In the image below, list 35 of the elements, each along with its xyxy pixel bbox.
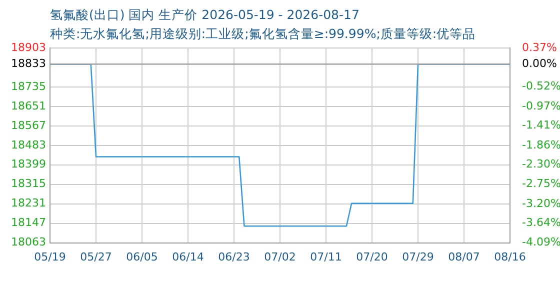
y-tick-label: 18231 — [11, 196, 46, 210]
y-tick-label: 18903 — [11, 40, 46, 54]
y2-tick-label: -2.75% — [522, 177, 560, 190]
x-tick-label: 06/14 — [172, 250, 204, 264]
y-tick-label: 18567 — [11, 118, 46, 132]
x-tick-label: 07/11 — [310, 250, 342, 264]
y2-tick-label: -0.97% — [522, 99, 560, 112]
y2-tick-label: -2.30% — [522, 157, 560, 170]
x-tick-label: 06/05 — [126, 250, 158, 264]
y2-tick-label: -3.64% — [522, 216, 560, 230]
y2-tick-label: -0.52% — [522, 80, 560, 93]
y-tick-label: 18063 — [11, 236, 46, 249]
chart-subtitle: 种类:无水氟化氢;用途级别:工业级;氟化氢含量≥:99.99%;质量等级:优等品 — [50, 26, 476, 43]
x-tick-label: 07/20 — [356, 250, 388, 264]
y-tick-label: 18651 — [11, 99, 46, 112]
y-tick-label: 18399 — [11, 158, 46, 171]
y2-tick-label: -1.41% — [522, 118, 560, 132]
y2-tick-label: -3.20% — [522, 196, 560, 210]
y-tick-label: 18735 — [11, 80, 46, 93]
chart-title: 氢氟酸(出口) 国内 生产价 2026-05-19 - 2026-08-17 — [50, 7, 360, 24]
x-tick-label: 08/16 — [494, 250, 526, 264]
y-tick-label: 18483 — [11, 138, 46, 152]
y2-tick-label: 0.00% — [522, 57, 557, 70]
x-tick-label: 05/27 — [80, 250, 112, 264]
y-tick-label: 18315 — [11, 177, 46, 190]
x-tick-label: 05/19 — [34, 250, 66, 264]
y-tick-label: 18833 — [11, 57, 46, 70]
x-tick-label: 08/07 — [448, 250, 480, 264]
x-tick-label: 07/02 — [264, 250, 296, 264]
x-tick-label: 06/23 — [218, 250, 250, 264]
y2-tick-label: -4.09% — [522, 236, 560, 249]
y2-tick-label: 0.37% — [522, 40, 557, 54]
y-tick-label: 18147 — [11, 216, 46, 230]
x-tick-label: 07/29 — [402, 250, 434, 264]
y2-tick-label: -1.86% — [522, 138, 560, 152]
